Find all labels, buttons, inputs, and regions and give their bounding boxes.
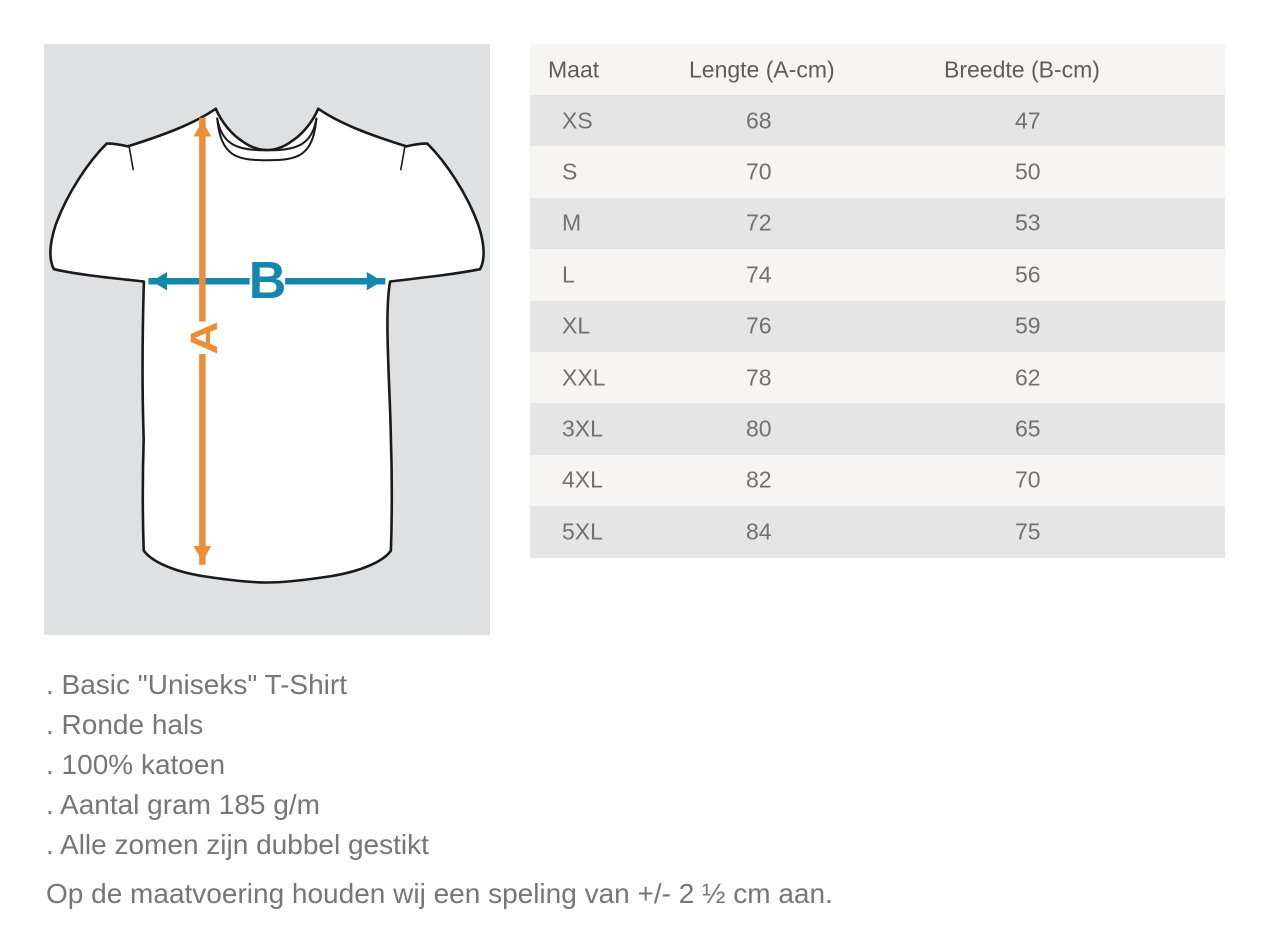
svg-text:B: B — [249, 252, 287, 310]
svg-text:A: A — [183, 321, 225, 354]
